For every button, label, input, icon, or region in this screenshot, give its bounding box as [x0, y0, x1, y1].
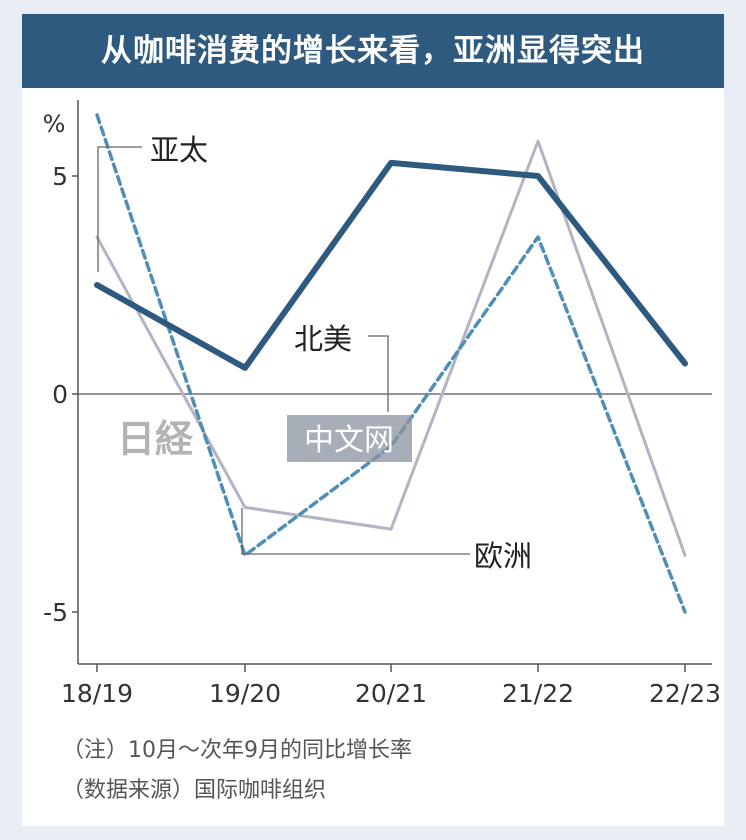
x-tick-label: 19/20 — [209, 679, 281, 708]
series-line-0 — [94, 159, 688, 371]
watermark-box — [287, 415, 412, 462]
x-tick-label: 22/23 — [649, 679, 721, 708]
leader-line-2 — [241, 508, 470, 555]
y-tick-label: 5 — [52, 162, 68, 191]
y-tick-label: 0 — [52, 380, 68, 409]
chart-note: （注）10月～次年9月的同比增长率 — [62, 738, 412, 763]
series-layer — [94, 113, 688, 614]
watermark: 日経 中文网 — [117, 415, 412, 462]
series-label-0: 亚太 — [150, 133, 208, 167]
series-line-1 — [95, 113, 687, 614]
watermark-label: 中文网 — [304, 423, 394, 458]
axes: % 5 0 -5 18/19 19/20 20/21 21/22 22/23 — [43, 100, 721, 708]
chart-card: 从咖啡消费的增长来看，亚洲显得突出 % 5 0 -5 18/19 19/20 20/21 21… — [22, 14, 724, 826]
watermark-logo-text: 日経 — [117, 416, 194, 461]
y-tick-label: -5 — [43, 598, 68, 627]
series-line-2 — [95, 139, 687, 557]
series-label-2: 欧洲 — [474, 539, 532, 573]
series-label-1: 北美 — [294, 322, 352, 356]
chart-source: （数据来源）国际咖啡组织 — [62, 778, 327, 803]
chart-title: 从咖啡消费的增长来看，亚洲显得突出 — [22, 14, 724, 88]
leader-line-0 — [97, 146, 142, 272]
x-tick-label: 18/19 — [61, 679, 133, 708]
x-tick-label: 20/21 — [355, 679, 427, 708]
x-tick-label: 21/22 — [502, 679, 574, 708]
leader-line-1 — [368, 335, 389, 412]
y-axis-label: % — [43, 110, 66, 138]
